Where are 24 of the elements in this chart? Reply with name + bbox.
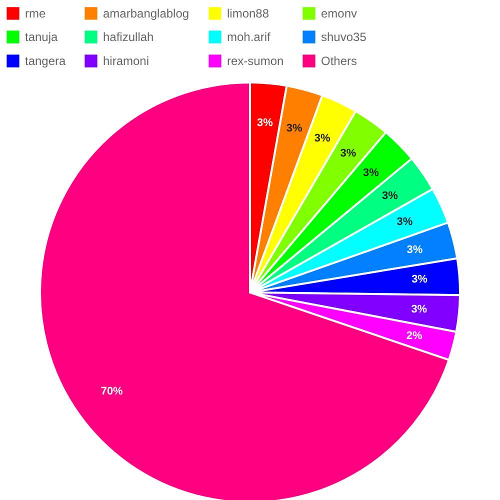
data-label: 70% <box>100 386 124 398</box>
legend-label: tanuja <box>25 30 58 44</box>
legend-label: Others <box>321 54 358 68</box>
data-label: 3% <box>286 122 303 134</box>
data-label: 3% <box>382 190 398 202</box>
data-label: 3% <box>396 216 413 228</box>
data-label: 3% <box>340 148 356 160</box>
data-label: 3% <box>363 167 380 180</box>
legend-label: hiramoni <box>103 54 150 68</box>
data-label: 3% <box>256 117 274 130</box>
legend-label: tangera <box>25 54 66 68</box>
legend-label: moh.arif <box>227 30 272 44</box>
data-label: 3% <box>412 274 428 286</box>
legend-label: rex-sumon <box>227 54 284 68</box>
legend-label: emonv <box>321 6 358 20</box>
data-label: 2% <box>406 330 423 342</box>
legend-label: amarbanglablog <box>103 6 190 20</box>
data-label: 3% <box>406 244 423 256</box>
legend-label: shuvo35 <box>321 30 367 44</box>
legend-label: hafizullah <box>103 30 154 44</box>
legend-label: limon88 <box>227 6 270 20</box>
data-label: 3% <box>314 132 331 145</box>
data-label: 3% <box>411 304 428 316</box>
legend-label: rme <box>25 6 46 20</box>
